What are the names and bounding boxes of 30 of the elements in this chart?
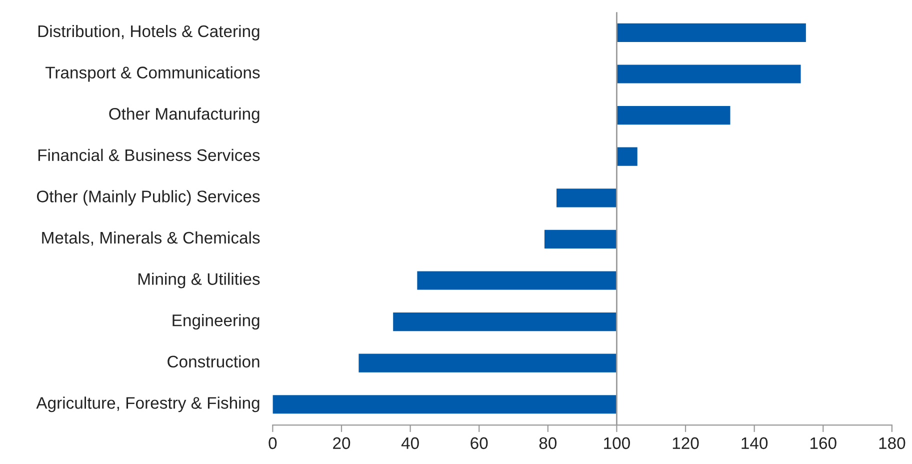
x-tick-label: 0 — [268, 437, 277, 450]
bar — [616, 23, 806, 42]
y-tick-label: Engineering — [172, 314, 260, 330]
y-tick-label: Distribution, Hotels & Catering — [38, 24, 260, 40]
y-tick-label: Construction — [168, 355, 260, 368]
x-tick-label: 160 — [810, 437, 836, 450]
bar — [616, 147, 638, 166]
x-tick-label: 100 — [604, 437, 630, 450]
y-tick-label: Other Manufacturing — [109, 108, 260, 124]
x-tick-label: 80 — [539, 437, 557, 450]
bar — [417, 271, 617, 290]
x-tick-label: 120 — [672, 437, 699, 450]
x-tick-label: 20 — [333, 437, 350, 450]
y-tick-label: Transport & Communications — [45, 66, 260, 82]
y-tick-label: Agriculture, Forestry & Fishing — [36, 396, 260, 412]
y-tick-label: Metals, Minerals & Chemicals — [42, 231, 260, 246]
x-tick-label: 60 — [470, 437, 488, 450]
bar — [544, 230, 617, 248]
bar — [556, 188, 617, 208]
x-tick-label: 140 — [742, 437, 768, 450]
bar — [358, 354, 617, 372]
bar — [616, 64, 801, 84]
bar — [393, 312, 617, 332]
bar — [616, 106, 730, 125]
y-tick-label: Mining & Utilities — [138, 272, 260, 288]
x-tick-label: 180 — [879, 437, 906, 450]
x-tick-label: 40 — [401, 437, 419, 450]
y-tick-label: Other (Mainly Public) Services — [36, 190, 260, 206]
bar — [272, 395, 617, 414]
y-tick-label: Financial & Business Services — [38, 148, 260, 162]
